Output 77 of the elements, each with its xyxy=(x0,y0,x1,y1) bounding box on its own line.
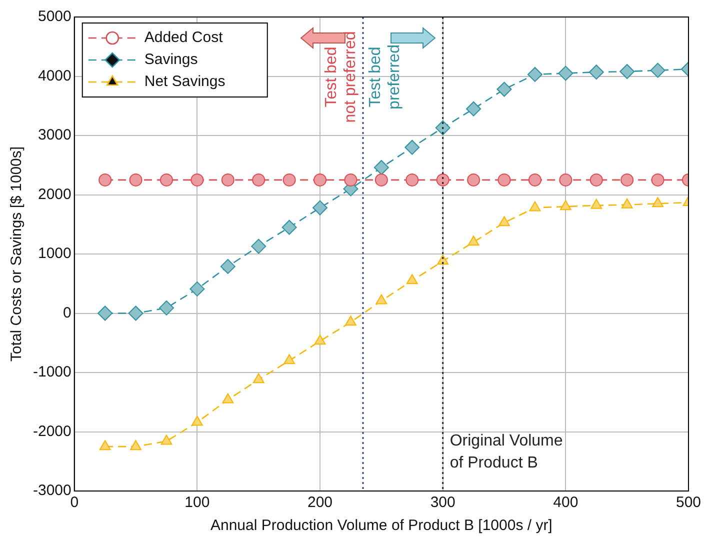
x-axis-title: Annual Production Volume of Product B [1000s / yr] xyxy=(210,517,552,534)
point xyxy=(560,200,572,210)
point xyxy=(158,300,174,316)
point xyxy=(98,306,113,321)
y-tick-label: -2000 xyxy=(32,422,72,440)
point xyxy=(314,334,326,345)
y-tick-label: -3000 xyxy=(32,482,72,500)
x-tick-label: 200 xyxy=(308,494,333,512)
annotation: Test bed not preferred xyxy=(322,31,359,123)
point xyxy=(559,173,572,186)
point xyxy=(345,316,356,326)
point xyxy=(404,140,420,155)
point xyxy=(160,173,173,186)
point xyxy=(590,173,603,186)
point xyxy=(99,440,111,450)
y-tick-label: 5000 xyxy=(38,8,72,26)
y-tick-label: 4000 xyxy=(38,67,72,84)
point xyxy=(251,238,266,254)
point xyxy=(374,173,388,186)
point xyxy=(621,198,633,208)
point xyxy=(220,258,236,274)
y-tick-label: 2000 xyxy=(38,186,72,203)
point xyxy=(528,173,542,186)
y-tick-label: 1000 xyxy=(38,245,72,262)
point xyxy=(406,274,418,284)
point xyxy=(435,120,450,136)
y-tick-label: -1000 xyxy=(32,364,72,381)
point xyxy=(467,173,480,186)
point xyxy=(344,173,358,186)
point xyxy=(221,173,234,186)
point xyxy=(191,416,203,426)
legend-label: Savings xyxy=(144,51,198,68)
y-axis-title: Total Costs or Savings [$ 1000s] xyxy=(8,146,26,362)
point xyxy=(160,434,172,445)
point xyxy=(558,66,574,81)
point xyxy=(190,173,204,186)
point xyxy=(128,306,144,321)
point xyxy=(282,220,297,235)
point xyxy=(466,101,482,116)
point xyxy=(252,373,264,384)
point xyxy=(130,440,142,450)
point xyxy=(98,173,112,186)
point xyxy=(498,216,510,226)
legend-label: Net Savings xyxy=(144,73,226,90)
point xyxy=(620,173,634,186)
legend-label: Added Cost xyxy=(144,29,224,46)
point xyxy=(651,173,664,186)
point xyxy=(252,173,266,186)
point xyxy=(468,236,480,246)
point xyxy=(588,64,604,80)
x-tick-label: 100 xyxy=(184,494,210,512)
point xyxy=(190,281,205,296)
annotation: Test bed preferred xyxy=(366,44,403,110)
point xyxy=(620,64,635,80)
point xyxy=(650,62,666,78)
point xyxy=(590,198,602,209)
point xyxy=(496,82,512,97)
point xyxy=(498,173,511,186)
point xyxy=(129,173,142,186)
x-tick-label: 400 xyxy=(553,494,578,512)
point xyxy=(282,173,296,186)
point xyxy=(527,66,542,82)
point xyxy=(529,201,541,212)
point xyxy=(222,393,234,404)
y-tick-label: 0 xyxy=(63,304,72,322)
x-tick-label: 300 xyxy=(430,494,456,512)
point xyxy=(312,200,328,216)
x-tick-label: 500 xyxy=(676,494,701,512)
point xyxy=(652,197,664,208)
point xyxy=(436,173,450,186)
point xyxy=(406,173,419,186)
y-tick-label: 3000 xyxy=(38,126,72,144)
point xyxy=(374,160,389,175)
ref-line-label: Original Volume of Product B xyxy=(450,432,563,472)
point xyxy=(284,354,296,364)
point xyxy=(376,294,388,304)
point xyxy=(314,173,327,186)
